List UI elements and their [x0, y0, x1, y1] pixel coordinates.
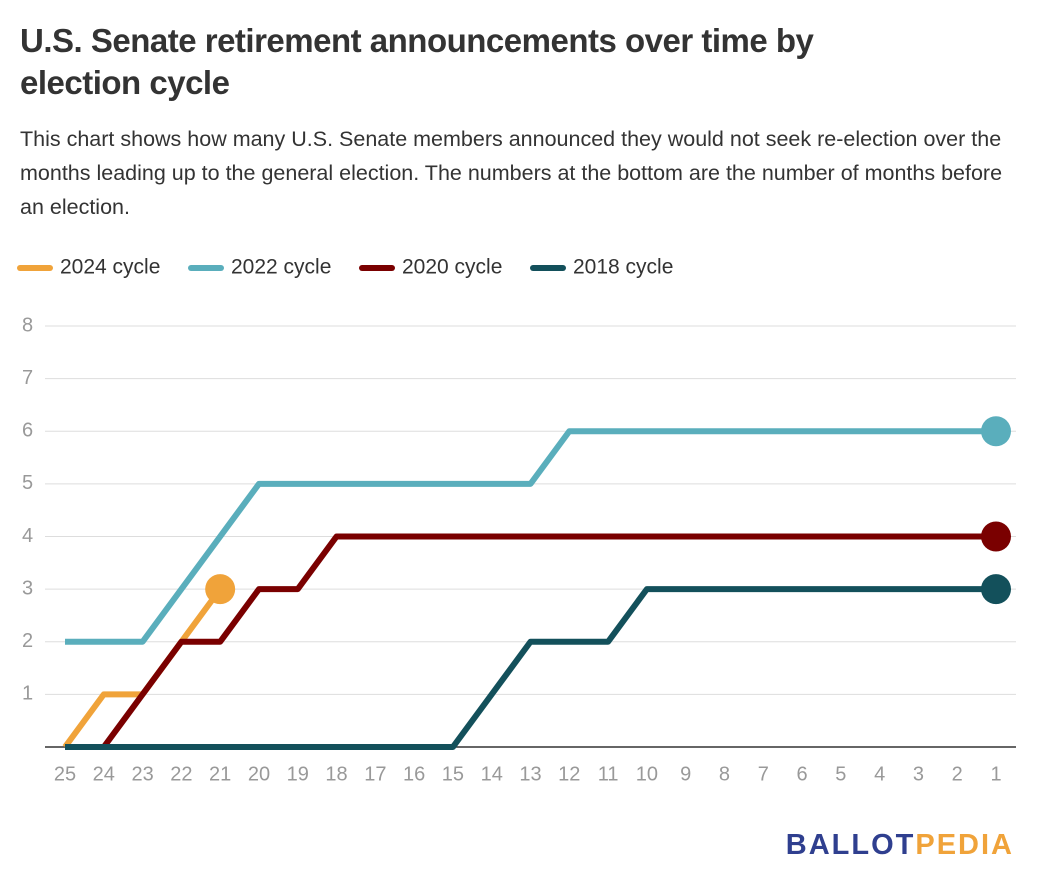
series-line: [62, 587, 223, 749]
x-tick-label: 1: [990, 763, 1001, 785]
x-tick-label: 15: [442, 763, 464, 785]
y-tick-label: 7: [22, 367, 33, 389]
x-tick-label: 5: [835, 763, 846, 785]
brand-first: BALLOT: [786, 829, 916, 861]
x-tick-label: 22: [170, 763, 192, 785]
chart-title: U.S. Senate retirement announcements ove…: [20, 22, 814, 101]
x-tick-label: 12: [558, 763, 580, 785]
x-tick-label: 21: [209, 763, 231, 785]
x-tick-label: 8: [719, 763, 730, 785]
y-tick-label: 6: [22, 420, 33, 442]
y-tick-label: 5: [22, 472, 33, 494]
series-line: [65, 586, 996, 750]
x-tick-label: 19: [287, 763, 309, 785]
x-tick-label: 11: [598, 763, 619, 785]
y-tick-label: 8: [22, 314, 33, 336]
y-tick-label: 3: [22, 577, 33, 599]
x-tick-label: 16: [403, 763, 425, 785]
x-tick-label: 23: [131, 763, 153, 785]
x-tick-label: 25: [54, 763, 76, 785]
x-tick-label: 4: [874, 763, 885, 785]
x-tick-label: 3: [913, 763, 924, 785]
x-tick-label: 18: [325, 763, 347, 785]
chart-subtitle: This chart shows how many U.S. Senate me…: [20, 127, 1003, 219]
end-marker: [981, 574, 1011, 605]
end-marker: [981, 416, 1011, 447]
brand: BALLOTPEDIA: [786, 829, 1014, 861]
x-tick-label: 14: [481, 763, 503, 785]
end-marker: [205, 574, 236, 605]
x-tick-label: 20: [248, 763, 270, 785]
legend-label: 2022 cycle: [231, 256, 331, 279]
legend-label: 2024 cycle: [60, 256, 160, 279]
x-tick-label: 6: [796, 763, 807, 785]
legend-label: 2020 cycle: [402, 256, 502, 279]
y-tick-label: 2: [22, 630, 33, 652]
x-tick-label: 17: [364, 763, 386, 785]
x-tick-label: 2: [952, 763, 963, 785]
series-line: [65, 428, 996, 645]
y-tick-label: 1: [22, 683, 33, 705]
brand-second: PEDIA: [915, 829, 1014, 861]
x-tick-label: 24: [93, 763, 115, 785]
legend-label: 2018 cycle: [573, 256, 673, 279]
y-tick-label: 4: [22, 525, 33, 547]
series-line: [65, 533, 996, 750]
end-marker: [981, 521, 1011, 552]
x-tick-label: 13: [519, 763, 541, 785]
x-tick-label: 9: [680, 763, 691, 785]
x-tick-label: 10: [636, 763, 658, 785]
x-tick-label: 7: [758, 763, 769, 785]
